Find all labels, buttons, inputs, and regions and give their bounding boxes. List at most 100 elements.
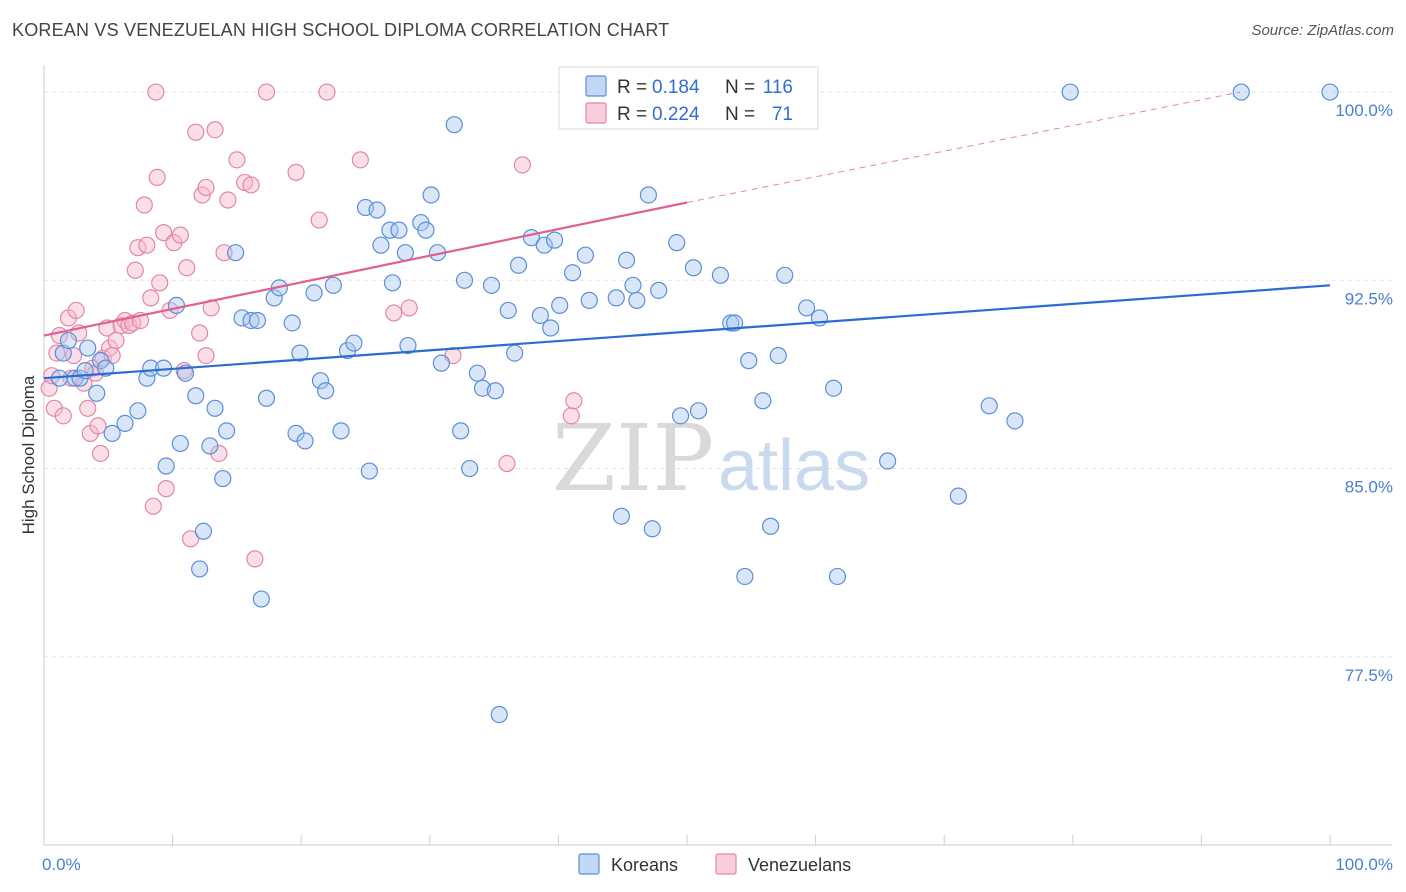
koreans-point-30 (252, 590, 270, 608)
koreans-point-56 (422, 186, 440, 204)
koreans-point-110 (1232, 83, 1250, 101)
venezuelans-point-58 (318, 83, 336, 101)
venezuelans-point-57 (310, 211, 328, 229)
koreans-point-78 (576, 246, 595, 264)
koreans-point-37 (296, 432, 314, 450)
koreans-point-72 (531, 306, 549, 325)
koreans-point-52 (396, 244, 414, 262)
koreans-point-19 (187, 387, 205, 405)
venezuelans-point-61 (400, 299, 418, 317)
koreans-point-63 (468, 364, 486, 382)
koreans-point-83 (624, 276, 642, 294)
koreans-point-38 (305, 284, 323, 302)
koreans-point-28 (242, 311, 260, 330)
koreans-point-96 (740, 352, 758, 370)
koreans-point-17 (171, 434, 189, 453)
venezuelans-point-29 (138, 236, 156, 254)
venezuelans-point-10 (79, 399, 97, 417)
legend-venezuelans-r-label: R = (617, 104, 647, 125)
koreans-point-109 (1061, 83, 1079, 101)
koreans-point-105 (879, 452, 897, 470)
koreans-point-48 (372, 236, 390, 254)
venezuelans-point-45 (197, 178, 215, 197)
koreans-point-46 (360, 462, 378, 480)
venezuelans-point-35 (157, 480, 175, 498)
venezuelans-point-0 (40, 379, 58, 397)
koreans-point-20 (191, 560, 209, 578)
legend-koreans-r-label: R = (617, 77, 647, 98)
koreans-trend-line (43, 284, 1331, 380)
koreans-point-100 (776, 266, 794, 284)
koreans-point-76 (551, 296, 569, 315)
koreans-point-64 (473, 379, 492, 397)
koreans-point-106 (949, 487, 967, 505)
y-tick-label-0: 77.5% (1345, 666, 1393, 685)
chart-source: Source: ZipAtlas.com (1251, 22, 1394, 39)
venezuelans-point-32 (148, 168, 166, 187)
koreans-point-26 (227, 244, 245, 262)
axes (43, 65, 1392, 846)
legend-koreans-n-label: N = (725, 77, 755, 98)
koreans-points (50, 83, 1339, 724)
koreans-point-23 (206, 399, 224, 417)
grid-lines (44, 91, 1392, 658)
y-axis-label: High School Diploma (19, 375, 38, 534)
bottom-legend-swatch-koreans (578, 853, 600, 875)
venezuelans-point-34 (154, 224, 173, 242)
venezuelans-point-38 (171, 226, 189, 244)
koreans-point-44 (345, 334, 363, 352)
venezuelans-point-70 (48, 344, 66, 362)
legend-koreans-n-value: 116 (763, 77, 793, 98)
venezuelans-point-63 (498, 454, 516, 473)
koreans-point-34 (283, 314, 301, 332)
chart-title: KOREAN VS VENEZUELAN HIGH SCHOOL DIPLOMA… (12, 20, 670, 40)
koreans-point-90 (684, 259, 703, 277)
koreans-point-29 (248, 311, 267, 330)
venezuelans-point-41 (182, 530, 200, 548)
koreans-point-49 (381, 221, 399, 239)
venezuelans-point-54 (246, 550, 264, 568)
koreans-point-55 (417, 221, 435, 239)
koreans-point-77 (563, 264, 582, 282)
bottom-legend-koreans: Koreans (611, 855, 678, 875)
koreans-point-81 (612, 507, 631, 525)
koreans-point-98 (761, 517, 780, 535)
venezuelans-point-33 (151, 274, 169, 292)
koreans-point-93 (722, 314, 740, 332)
koreans-point-61 (455, 271, 474, 289)
legend-swatch-koreans (585, 75, 607, 97)
koreans-point-50 (383, 274, 402, 292)
venezuelans-point-66 (565, 392, 583, 410)
venezuelans-point-68 (197, 347, 215, 365)
koreans-point-8 (97, 359, 115, 377)
venezuelans-point-7 (67, 301, 85, 320)
x-tick-label-1: 100.0% (1335, 855, 1393, 874)
koreans-point-22 (201, 437, 219, 455)
venezuelans-point-30 (142, 289, 160, 307)
legend-swatch-venezuelans (585, 102, 607, 124)
legend-venezuelans-n-value: 71 (772, 104, 793, 125)
koreans-point-65 (482, 276, 501, 294)
watermark: ZIP atlas (552, 405, 870, 512)
koreans-point-97 (754, 392, 772, 410)
trend-lines (43, 91, 1331, 380)
koreans-point-66 (486, 382, 504, 400)
koreans-point-9 (103, 424, 121, 443)
venezuelans-point-15 (91, 444, 110, 463)
x-tick-label-0: 0.0% (42, 855, 81, 874)
koreans-point-73 (535, 236, 553, 254)
venezuelans-trend-line (43, 201, 688, 337)
koreans-point-82 (617, 251, 636, 269)
koreans-point-99 (769, 347, 787, 365)
koreans-point-101 (797, 299, 816, 317)
koreans-point-62 (461, 459, 479, 478)
koreans-point-36 (291, 344, 309, 362)
legend-venezuelans-r-value: 0.224 (652, 104, 700, 125)
venezuelans-point-60 (385, 304, 403, 322)
koreans-point-87 (650, 281, 668, 299)
koreans-point-24 (214, 469, 232, 488)
legend-venezuelans-n-label: N = (725, 104, 755, 125)
koreans-point-16 (167, 296, 186, 315)
koreans-point-31 (257, 389, 276, 407)
